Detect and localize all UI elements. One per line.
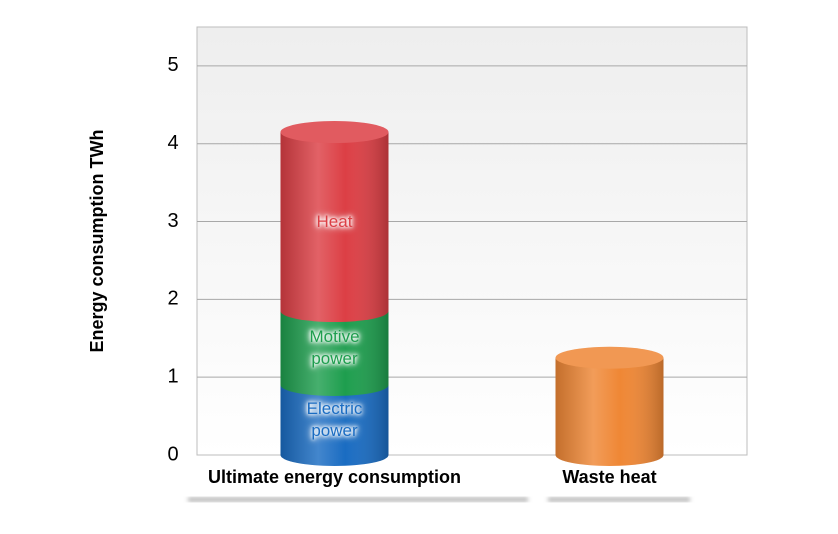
y-tick-label: 2 bbox=[167, 288, 178, 310]
y-tick-label: 3 bbox=[167, 210, 178, 232]
segment-label: Electric power bbox=[306, 398, 363, 440]
y-tick-label: 5 bbox=[167, 54, 178, 76]
cylinder-segment bbox=[280, 384, 389, 466]
cylinder-top-light bbox=[280, 121, 389, 144]
label-shadow bbox=[548, 497, 690, 502]
cylinder-top bbox=[555, 346, 664, 369]
cylinder-shade bbox=[280, 132, 389, 323]
segment-label: Heat bbox=[316, 211, 353, 231]
cylinder-segment bbox=[280, 311, 389, 396]
y-tick-label: 4 bbox=[167, 132, 178, 154]
x-tick-label: Waste heat bbox=[562, 467, 656, 487]
segment-label: Motive power bbox=[309, 327, 360, 368]
cylinder-segment bbox=[555, 346, 664, 466]
cylinder-top-light bbox=[555, 346, 664, 369]
plot-area bbox=[196, 26, 748, 456]
cylinder-shade bbox=[280, 384, 389, 466]
cylinder-shade bbox=[555, 357, 664, 466]
y-axis-label: Energy consumption TWh bbox=[87, 130, 107, 353]
cylinder-segment bbox=[280, 121, 389, 323]
cylinder-shade bbox=[280, 311, 389, 396]
y-tick-label: 0 bbox=[167, 443, 178, 465]
cylinder-top bbox=[280, 121, 389, 144]
label-shadow bbox=[188, 497, 528, 502]
y-tick-label: 1 bbox=[167, 365, 178, 387]
x-tick-label: Ultimate energy consumption bbox=[208, 467, 461, 487]
